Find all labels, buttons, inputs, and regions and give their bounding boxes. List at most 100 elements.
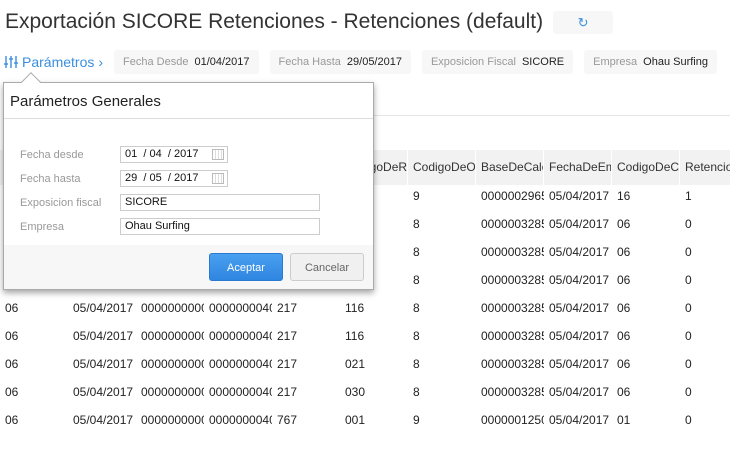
table-cell: 0000002965: [481, 189, 544, 203]
table-cell: 0: [685, 385, 692, 399]
table-cell: 06: [617, 273, 631, 287]
table-cell: 05/04/2017: [549, 217, 610, 231]
chip-key: Empresa: [593, 56, 638, 68]
table-cell: 0000000040: [209, 385, 272, 399]
table-cell: 217: [277, 357, 298, 371]
refresh-button[interactable]: ↻: [553, 10, 614, 34]
table-cell: 16: [617, 189, 631, 203]
table-cell: 217: [277, 301, 298, 315]
column-header[interactable]: CodigoDeOp: [408, 150, 476, 185]
table-cell: 8: [413, 273, 420, 287]
table-cell: 021: [345, 357, 366, 371]
column-header[interactable]: BaseDeCalc: [476, 150, 544, 185]
accept-button[interactable]: Aceptar: [209, 253, 283, 281]
table-cell: 06: [617, 329, 631, 343]
parameters-dialog: Parámetros Generales Fecha desde 01 / 04…: [3, 72, 374, 290]
exposicion-label: Exposicion fiscal: [20, 197, 102, 209]
table-cell: 0000000000: [141, 385, 204, 399]
day: 01: [125, 148, 138, 160]
table-cell: 217: [277, 329, 298, 343]
table-cell: 0: [685, 329, 692, 343]
table-cell: 8: [413, 245, 420, 259]
month: 05: [149, 172, 162, 184]
divider: [4, 118, 373, 119]
table-cell: 06: [617, 301, 631, 315]
parameters-toggle[interactable]: Parámetros ›: [4, 50, 103, 74]
divider: [374, 115, 730, 116]
table-cell: 0000000000: [141, 357, 204, 371]
column-header[interactable]: FechaDeEm: [544, 150, 612, 185]
title-bar: Exportación SICORE Retenciones - Retenci…: [5, 10, 614, 34]
table-cell: 06: [617, 217, 631, 231]
fecha-hasta-label: Fecha hasta: [20, 173, 81, 185]
table-cell: 767: [277, 413, 298, 427]
empresa-input[interactable]: Ohau Surfing: [120, 218, 320, 235]
table-cell: 0000003285: [481, 301, 544, 315]
table-cell: 9: [413, 413, 420, 427]
exposicion-input[interactable]: SICORE: [120, 194, 320, 211]
table-cell: 05/04/2017: [549, 189, 610, 203]
table-cell: 06: [617, 357, 631, 371]
table-cell: 116: [345, 329, 365, 343]
chip-value: SICORE: [521, 56, 565, 68]
table-cell: 05/04/2017: [549, 273, 610, 287]
table-cell: 8: [413, 329, 420, 343]
table-cell: 0000000000: [141, 413, 204, 427]
filter-chip-fecha-hasta[interactable]: Fecha Hasta 29/05/2017: [269, 50, 411, 74]
filter-chip-empresa[interactable]: Empresa Ohau Surfing: [584, 50, 717, 74]
table-cell: 0000001250: [481, 413, 544, 427]
table-cell: 001: [345, 413, 366, 427]
fecha-hasta-input[interactable]: 29 / 05 / 2017: [120, 170, 228, 187]
table-cell: 05/04/2017: [549, 301, 610, 315]
chevron-right-icon: ›: [98, 54, 104, 70]
filter-bar: Parámetros › Fecha Desde 01/04/2017 Fecha…: [4, 50, 717, 74]
table-cell: 0: [685, 301, 692, 315]
table-cell: 8: [413, 301, 420, 315]
table-cell: 9: [413, 189, 420, 203]
table-cell: 06: [5, 357, 19, 371]
table-cell: 0000003285: [481, 329, 544, 343]
year: 2017: [173, 172, 199, 184]
calendar-icon[interactable]: [212, 149, 224, 160]
table-cell: 0000000000: [141, 301, 204, 315]
table-cell: 0000003285: [481, 217, 544, 231]
table-cell: 06: [5, 301, 19, 315]
table-cell: 0000003285: [481, 245, 544, 259]
table-cell: 0000000040: [209, 329, 272, 343]
dialog-footer: Aceptar Cancelar: [4, 245, 373, 289]
column-header[interactable]: CodigoDeCo: [612, 150, 680, 185]
table-cell: 8: [413, 357, 420, 371]
filter-chip-fecha-desde[interactable]: Fecha Desde 01/04/2017: [114, 50, 259, 74]
page-title: Exportación SICORE Retenciones - Retenci…: [5, 10, 544, 33]
month: 04: [149, 148, 162, 160]
table-cell: 0: [685, 357, 692, 371]
calendar-icon[interactable]: [212, 173, 224, 184]
table-cell: 0000003285: [481, 385, 544, 399]
table-cell: 030: [345, 385, 366, 399]
chip-key: Fecha Desde: [123, 56, 189, 68]
table-cell: 05/04/2017: [549, 357, 610, 371]
table-cell: 05/04/2017: [549, 245, 610, 259]
filter-chip-exposicion[interactable]: Exposicion Fiscal SICORE: [421, 50, 574, 74]
table-cell: 8: [413, 385, 420, 399]
table-cell: 0000000040: [209, 357, 272, 371]
dialog-title: Parámetros Generales: [10, 93, 161, 110]
table-cell: 05/04/2017: [549, 329, 610, 343]
table-cell: 0: [685, 413, 692, 427]
table-cell: 05/04/2017: [73, 357, 134, 371]
table-cell: 05/04/2017: [73, 385, 134, 399]
chip-value: 01/04/2017: [194, 56, 250, 68]
day: 29: [125, 172, 138, 184]
table-cell: 06: [5, 413, 19, 427]
table-cell: 05/04/2017: [73, 413, 134, 427]
column-header[interactable]: Retencion: [680, 150, 730, 185]
chip-key: Exposicion Fiscal: [430, 56, 516, 68]
table-cell: 05/04/2017: [549, 385, 610, 399]
fecha-desde-input[interactable]: 01 / 04 / 2017: [120, 146, 228, 163]
table-cell: 05/04/2017: [73, 301, 134, 315]
table-cell: 0: [685, 245, 692, 259]
table-cell: 05/04/2017: [549, 413, 610, 427]
cancel-button[interactable]: Cancelar: [290, 253, 364, 281]
chip-key: Fecha Hasta: [278, 56, 341, 68]
table-cell: 06: [617, 245, 631, 259]
